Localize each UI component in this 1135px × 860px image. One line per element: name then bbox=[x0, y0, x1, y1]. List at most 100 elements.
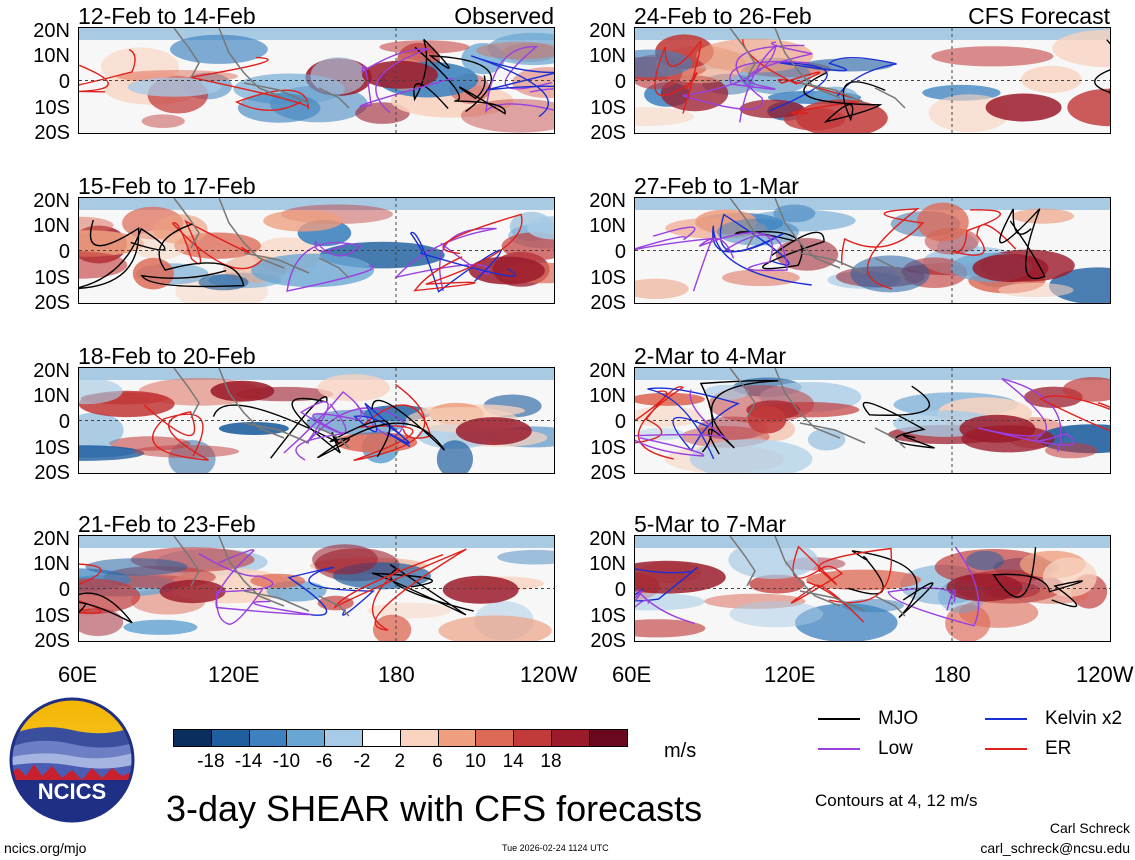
lat-label: 10N bbox=[589, 45, 626, 67]
lat-label: 0 bbox=[58, 579, 70, 601]
lat-label: 0 bbox=[58, 71, 70, 93]
panel-title: 15-Feb to 17-Feb bbox=[78, 173, 256, 199]
lon-label: 120W bbox=[1076, 662, 1134, 687]
lat-label: 20N bbox=[589, 360, 626, 382]
colorbar-tick-label: 14 bbox=[502, 751, 524, 772]
lon-label: 120E bbox=[208, 662, 260, 687]
lat-label: 10N bbox=[589, 553, 626, 575]
lat-label: 20S bbox=[590, 292, 626, 314]
legend-label-low: Low bbox=[878, 738, 913, 759]
panel-title: 2-Mar to 4-Mar bbox=[634, 343, 787, 369]
legend-label-kelvin: Kelvin x2 bbox=[1045, 708, 1123, 729]
colorbar-tick-label: -10 bbox=[272, 751, 301, 772]
lat-label: 0 bbox=[614, 411, 626, 433]
panel-title: 5-Mar to 7-Mar bbox=[634, 511, 787, 537]
lat-label: 0 bbox=[58, 241, 70, 263]
footer-timestamp: Tue 2026-02-24 1124 UTC bbox=[502, 843, 609, 853]
colorbar-swatch bbox=[210, 729, 250, 747]
map-panel-forecast-4 bbox=[634, 535, 1111, 642]
observed-label: Observed bbox=[454, 3, 554, 29]
lat-label: 20S bbox=[34, 462, 70, 484]
shear-field bbox=[79, 368, 554, 473]
lat-label: 0 bbox=[614, 579, 626, 601]
legend-label-er: ER bbox=[1045, 738, 1072, 759]
lon-label: 120E bbox=[764, 662, 816, 687]
lat-label: 20S bbox=[590, 462, 626, 484]
lat-label: 20S bbox=[34, 122, 70, 144]
ncics-logo-graphic: NCICS bbox=[9, 697, 135, 823]
lat-label: 10N bbox=[589, 215, 626, 237]
shear-field bbox=[635, 368, 1110, 473]
contours-note: Contours at 4, 12 m/s bbox=[815, 791, 978, 810]
lat-label: 20N bbox=[589, 528, 626, 550]
map-panel-observed-4 bbox=[78, 535, 555, 642]
colorbar-swatch bbox=[551, 729, 590, 747]
lat-label: 20N bbox=[33, 360, 70, 382]
colorbar-tick-label: 10 bbox=[464, 751, 486, 772]
colorbar-tick-label: 2 bbox=[394, 751, 406, 772]
shear-field bbox=[79, 28, 554, 133]
shear-field bbox=[635, 198, 1110, 303]
map-panel-observed-1 bbox=[78, 27, 555, 134]
legend-label-mjo: MJO bbox=[878, 708, 919, 729]
lon-label: 60E bbox=[612, 662, 652, 687]
lat-label: 0 bbox=[58, 411, 70, 433]
panel-title: 21-Feb to 23-Feb bbox=[78, 511, 256, 537]
lat-label: 20S bbox=[34, 292, 70, 314]
colorbar-tick-label: -6 bbox=[315, 751, 333, 772]
panel-title: 24-Feb to 26-Feb bbox=[634, 3, 812, 29]
lat-label: 10S bbox=[590, 97, 626, 119]
lon-label: 180 bbox=[378, 662, 415, 687]
lat-label: 10S bbox=[590, 605, 626, 627]
forecast-label: CFS Forecast bbox=[968, 3, 1110, 29]
shear-field bbox=[635, 536, 1110, 641]
lat-label: 10S bbox=[34, 437, 70, 459]
lon-label: 120W bbox=[520, 662, 578, 687]
footer-url[interactable]: ncics.org/mjo bbox=[4, 840, 87, 856]
footer-author: Carl Schreck bbox=[1049, 820, 1130, 836]
map-panel-forecast-3 bbox=[634, 367, 1111, 474]
legend-line-low bbox=[818, 748, 860, 750]
lat-label: 20N bbox=[33, 20, 70, 42]
lat-label: 10N bbox=[33, 553, 70, 575]
colorbar-tick-label: -18 bbox=[197, 751, 225, 772]
colorbar-swatch bbox=[173, 729, 212, 747]
lat-label: 0 bbox=[614, 241, 626, 263]
colorbar-swatch bbox=[286, 729, 326, 747]
shear-field bbox=[635, 28, 1110, 133]
legend-line-kelvin bbox=[985, 718, 1027, 720]
panel-title: 18-Feb to 20-Feb bbox=[78, 343, 256, 369]
lat-label: 10S bbox=[590, 267, 626, 289]
lat-label: 10N bbox=[33, 215, 70, 237]
colorbar-swatch bbox=[324, 729, 363, 747]
map-panel-observed-2 bbox=[78, 197, 555, 304]
colorbar-tick-label: 6 bbox=[432, 751, 443, 772]
lon-label: 60E bbox=[58, 662, 98, 687]
legend-line-er bbox=[985, 748, 1027, 750]
colorbar-tick-label: 18 bbox=[540, 751, 562, 772]
colorbar-swatch bbox=[399, 729, 439, 747]
lat-label: 20N bbox=[589, 20, 626, 42]
lat-label: 20N bbox=[589, 190, 626, 212]
shear-field bbox=[79, 198, 554, 303]
lat-label: 20S bbox=[590, 630, 626, 652]
lon-label: 180 bbox=[934, 662, 971, 687]
panel-title: 12-Feb to 14-Feb bbox=[78, 3, 256, 29]
lat-label: 10S bbox=[590, 437, 626, 459]
shear-field bbox=[79, 536, 554, 641]
lat-label: 0 bbox=[614, 71, 626, 93]
footer-email[interactable]: carl_schreck@ncsu.edu bbox=[980, 840, 1130, 856]
lat-label: 20S bbox=[590, 122, 626, 144]
lat-label: 20N bbox=[33, 190, 70, 212]
lat-label: 10S bbox=[34, 605, 70, 627]
colorbar-tick-label: -2 bbox=[353, 751, 371, 772]
lat-label: 10N bbox=[33, 385, 70, 407]
lat-label: 10S bbox=[34, 97, 70, 119]
figure-title: 3-day SHEAR with CFS forecasts bbox=[166, 788, 703, 829]
lat-label: 20S bbox=[34, 630, 70, 652]
colorbar-swatch bbox=[513, 729, 552, 747]
map-panel-observed-3 bbox=[78, 367, 555, 474]
colorbar-tick-label: -14 bbox=[234, 751, 263, 772]
colorbar-unit: m/s bbox=[664, 740, 697, 762]
colorbar-swatch bbox=[248, 729, 288, 747]
